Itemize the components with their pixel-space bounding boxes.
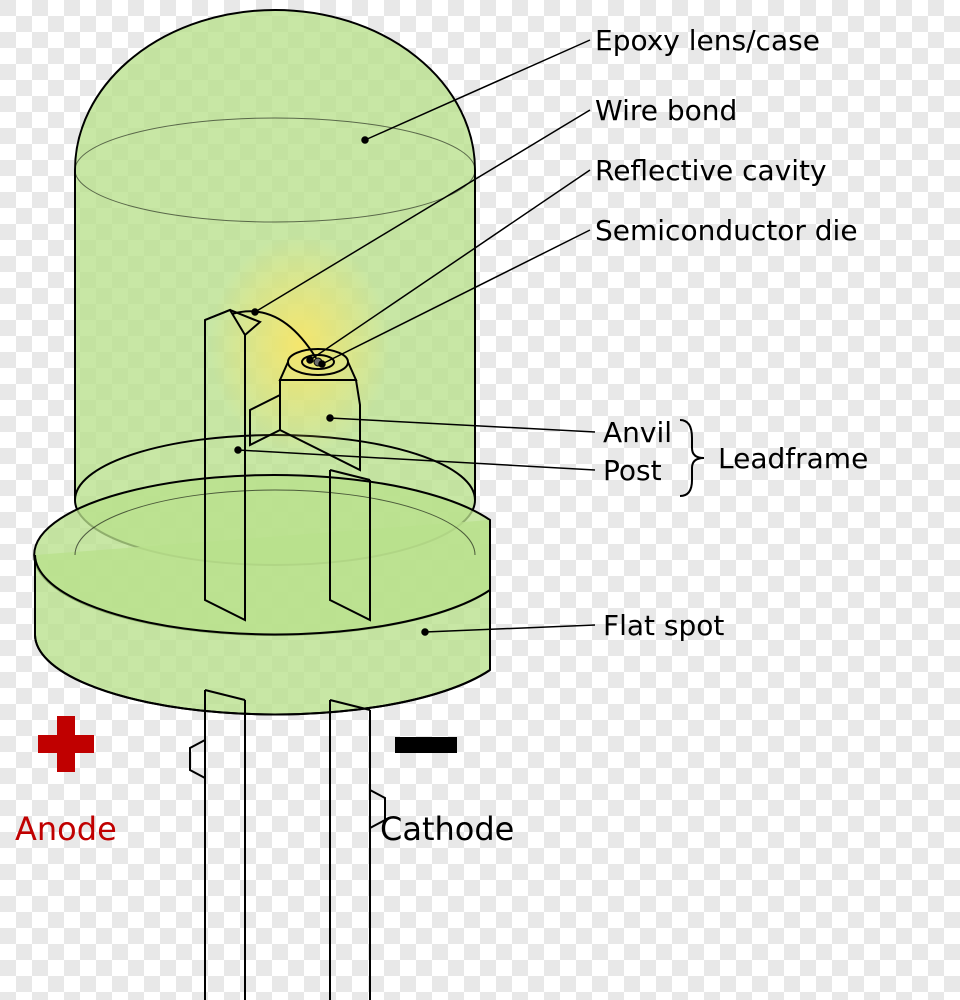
led-diagram: Epoxy lens/case Wire bond Reflective cav…: [0, 0, 960, 1000]
label-flatspot: Flat spot: [603, 609, 724, 642]
label-die: Semiconductor die: [595, 214, 858, 247]
label-epoxy: Epoxy lens/case: [595, 24, 820, 57]
die-glow: [210, 235, 390, 455]
base-flange: [34, 475, 490, 714]
label-cathode: Cathode: [380, 810, 514, 848]
label-anode: Anode: [15, 810, 117, 848]
label-leadframe: Leadframe: [718, 442, 868, 475]
minus-symbol: [395, 737, 457, 753]
label-wirebond: Wire bond: [595, 94, 737, 127]
label-anvil: Anvil: [603, 416, 672, 449]
label-post: Post: [603, 454, 662, 487]
label-cavity: Reflective cavity: [595, 154, 827, 187]
